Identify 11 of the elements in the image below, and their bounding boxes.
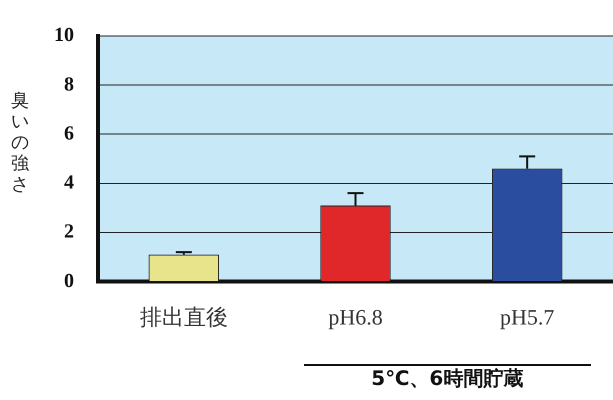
y-tick-label: 2: [64, 220, 74, 243]
y-tick-label: 6: [64, 122, 74, 144]
y-tick-label: 10: [54, 24, 74, 46]
x-tick-label: pH6.8: [328, 304, 383, 330]
x-tick-label: 排出直後: [140, 304, 228, 330]
y-tick-label: 0: [64, 270, 74, 292]
x-tick-label: pH5.7: [500, 304, 554, 330]
y-tick-label: 8: [64, 73, 74, 96]
y-axis-title: 臭いの強さ: [10, 90, 30, 195]
y-tick-label: 4: [64, 172, 74, 194]
text: 5℃、6時間貯蔵: [304, 364, 591, 390]
